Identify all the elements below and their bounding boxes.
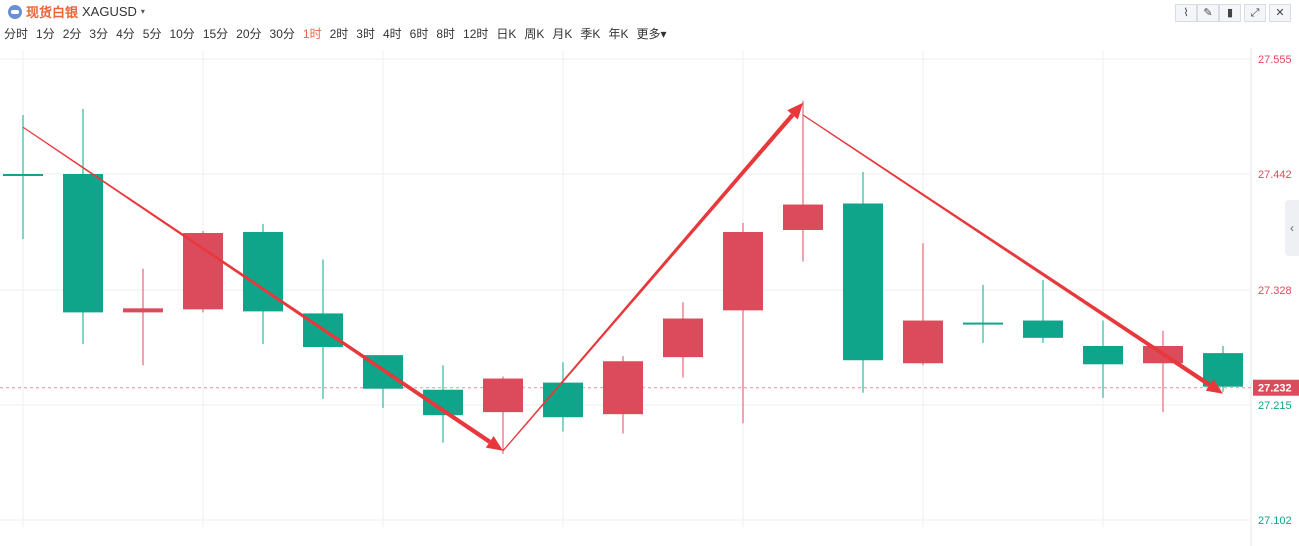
candle-body	[543, 382, 583, 418]
period-tab[interactable]: 年K	[608, 27, 629, 41]
period-tab[interactable]: 8时	[436, 27, 456, 41]
symbol-name: 现货白银	[26, 5, 79, 20]
period-tab[interactable]: 15分	[202, 27, 229, 41]
candle-body	[723, 232, 763, 311]
current-price-badge	[1253, 379, 1299, 396]
period-tab[interactable]: 1分	[36, 27, 55, 41]
period-tabs: 分时 1分 2分 3分 4分 5分 10分 15分 20分 30分 1时 2时 3时 4时 6时 8时 12时日…	[0, 24, 670, 44]
symbol-code: XAGUSD	[82, 4, 137, 19]
candle-body	[603, 361, 643, 415]
trend-arrow-head	[485, 436, 503, 451]
period-tab[interactable]: 季K	[580, 27, 601, 41]
candle-body	[903, 320, 943, 364]
trend-arrow-head	[787, 102, 803, 120]
period-tab[interactable]: 10分	[169, 27, 195, 41]
period-tab[interactable]: 5分	[142, 27, 162, 41]
fullscreen-icon[interactable]: ⤢	[1244, 4, 1266, 22]
period-tab[interactable]: 4分	[116, 27, 135, 41]
candle-body	[123, 308, 163, 313]
symbol-selector[interactable]: 现货白银 XAGUSD ▾	[8, 2, 145, 21]
trend-arrow-shaft	[502, 113, 795, 452]
period-tab[interactable]: 3时	[356, 27, 375, 41]
y-tick-label: 27.555	[1258, 54, 1292, 66]
chart-toolbar: ⌇ ✎ ▮ ⤢ ✕	[1175, 4, 1291, 22]
draw-icon[interactable]: ✎	[1197, 4, 1219, 22]
candle-body	[783, 204, 823, 230]
y-tick-label: 27.215	[1258, 400, 1292, 412]
period-tab[interactable]: 日K	[496, 27, 517, 41]
y-tick-label: 27.102	[1258, 515, 1292, 527]
side-panel-toggle[interactable]: ‹	[1285, 200, 1299, 256]
candle-style-icon[interactable]: ▮	[1219, 4, 1241, 22]
candle-body	[963, 322, 1003, 325]
candle-body	[843, 203, 883, 361]
candle-body	[1083, 345, 1123, 365]
period-tab[interactable]: 6时	[409, 27, 429, 41]
period-tab[interactable]: 月K	[552, 27, 573, 41]
period-tab[interactable]: 30分	[269, 27, 295, 41]
period-tab[interactable]: 2分	[62, 27, 82, 41]
trend-arrow-shaft	[802, 114, 1211, 387]
chart-header: 现货白银 XAGUSD ▾ ⌇ ✎ ▮ ⤢ ✕	[0, 0, 1299, 22]
period-tab[interactable]: 20分	[236, 27, 262, 41]
silver-logo-icon	[8, 4, 22, 19]
candle-body	[183, 233, 223, 310]
period-tab[interactable]: 12时	[463, 27, 489, 41]
period-tab[interactable]: 2时	[329, 27, 349, 41]
candle-body	[1203, 353, 1243, 387]
candle-body	[3, 173, 43, 176]
y-tick-label: 27.442	[1258, 169, 1292, 181]
y-tick-label: 27.328	[1258, 285, 1292, 297]
period-tab[interactable]: 4时	[382, 27, 402, 41]
chevron-down-icon: ▾	[140, 7, 145, 16]
trend-arrow-shaft	[22, 126, 491, 444]
candle-body	[483, 378, 523, 413]
close-icon[interactable]: ✕	[1269, 4, 1291, 22]
candle-body	[1023, 320, 1063, 338]
indicator-icon[interactable]: ⌇	[1175, 4, 1197, 22]
period-tab[interactable]: 分时	[4, 27, 29, 41]
candle-body	[63, 173, 103, 313]
current-price-label: 27.232	[1258, 383, 1292, 395]
candle-body	[663, 318, 703, 358]
trend-arrow-head	[1205, 379, 1223, 394]
period-tab[interactable]: 3分	[89, 27, 109, 41]
period-tab[interactable]: 更多▾	[636, 27, 667, 41]
period-tab[interactable]: 周K	[524, 27, 545, 41]
period-tab[interactable]: 1时	[302, 27, 322, 41]
